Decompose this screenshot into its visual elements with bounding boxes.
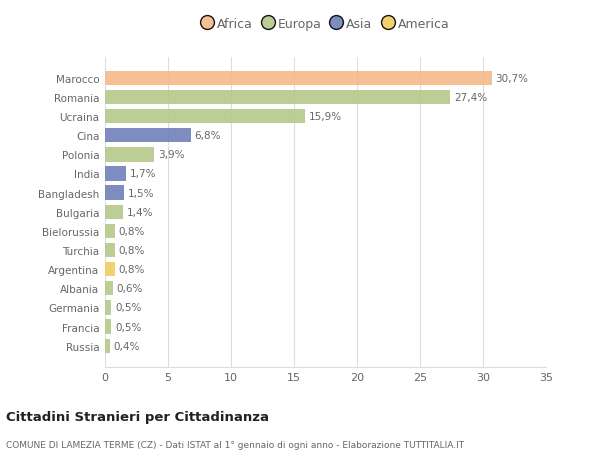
Bar [105, 243, 115, 257]
Bar [105, 339, 110, 353]
Text: 0,8%: 0,8% [119, 264, 145, 274]
Text: 30,7%: 30,7% [496, 73, 529, 84]
Text: 0,6%: 0,6% [116, 284, 143, 294]
Bar [105, 186, 124, 200]
Text: 0,4%: 0,4% [114, 341, 140, 351]
Bar [105, 263, 115, 277]
Text: 3,9%: 3,9% [158, 150, 184, 160]
Bar [105, 110, 305, 124]
Text: 1,5%: 1,5% [128, 188, 154, 198]
Bar [105, 281, 113, 296]
Legend: Africa, Europa, Asia, America: Africa, Europa, Asia, America [198, 14, 453, 34]
Bar [105, 90, 450, 105]
Bar [105, 320, 112, 334]
Bar [105, 129, 191, 143]
Bar [105, 167, 127, 181]
Bar [105, 148, 154, 162]
Bar [105, 224, 115, 239]
Text: 15,9%: 15,9% [309, 112, 342, 122]
Text: 6,8%: 6,8% [194, 131, 221, 141]
Text: 1,7%: 1,7% [130, 169, 157, 179]
Text: Cittadini Stranieri per Cittadinanza: Cittadini Stranieri per Cittadinanza [6, 410, 269, 423]
Text: 0,5%: 0,5% [115, 322, 142, 332]
Text: 27,4%: 27,4% [454, 93, 487, 103]
Text: 0,8%: 0,8% [119, 226, 145, 236]
Bar [105, 301, 112, 315]
Bar [105, 205, 122, 219]
Text: 0,5%: 0,5% [115, 303, 142, 313]
Text: 0,8%: 0,8% [119, 246, 145, 256]
Bar [105, 72, 492, 86]
Text: COMUNE DI LAMEZIA TERME (CZ) - Dati ISTAT al 1° gennaio di ogni anno - Elaborazi: COMUNE DI LAMEZIA TERME (CZ) - Dati ISTA… [6, 441, 464, 449]
Text: 1,4%: 1,4% [127, 207, 153, 217]
